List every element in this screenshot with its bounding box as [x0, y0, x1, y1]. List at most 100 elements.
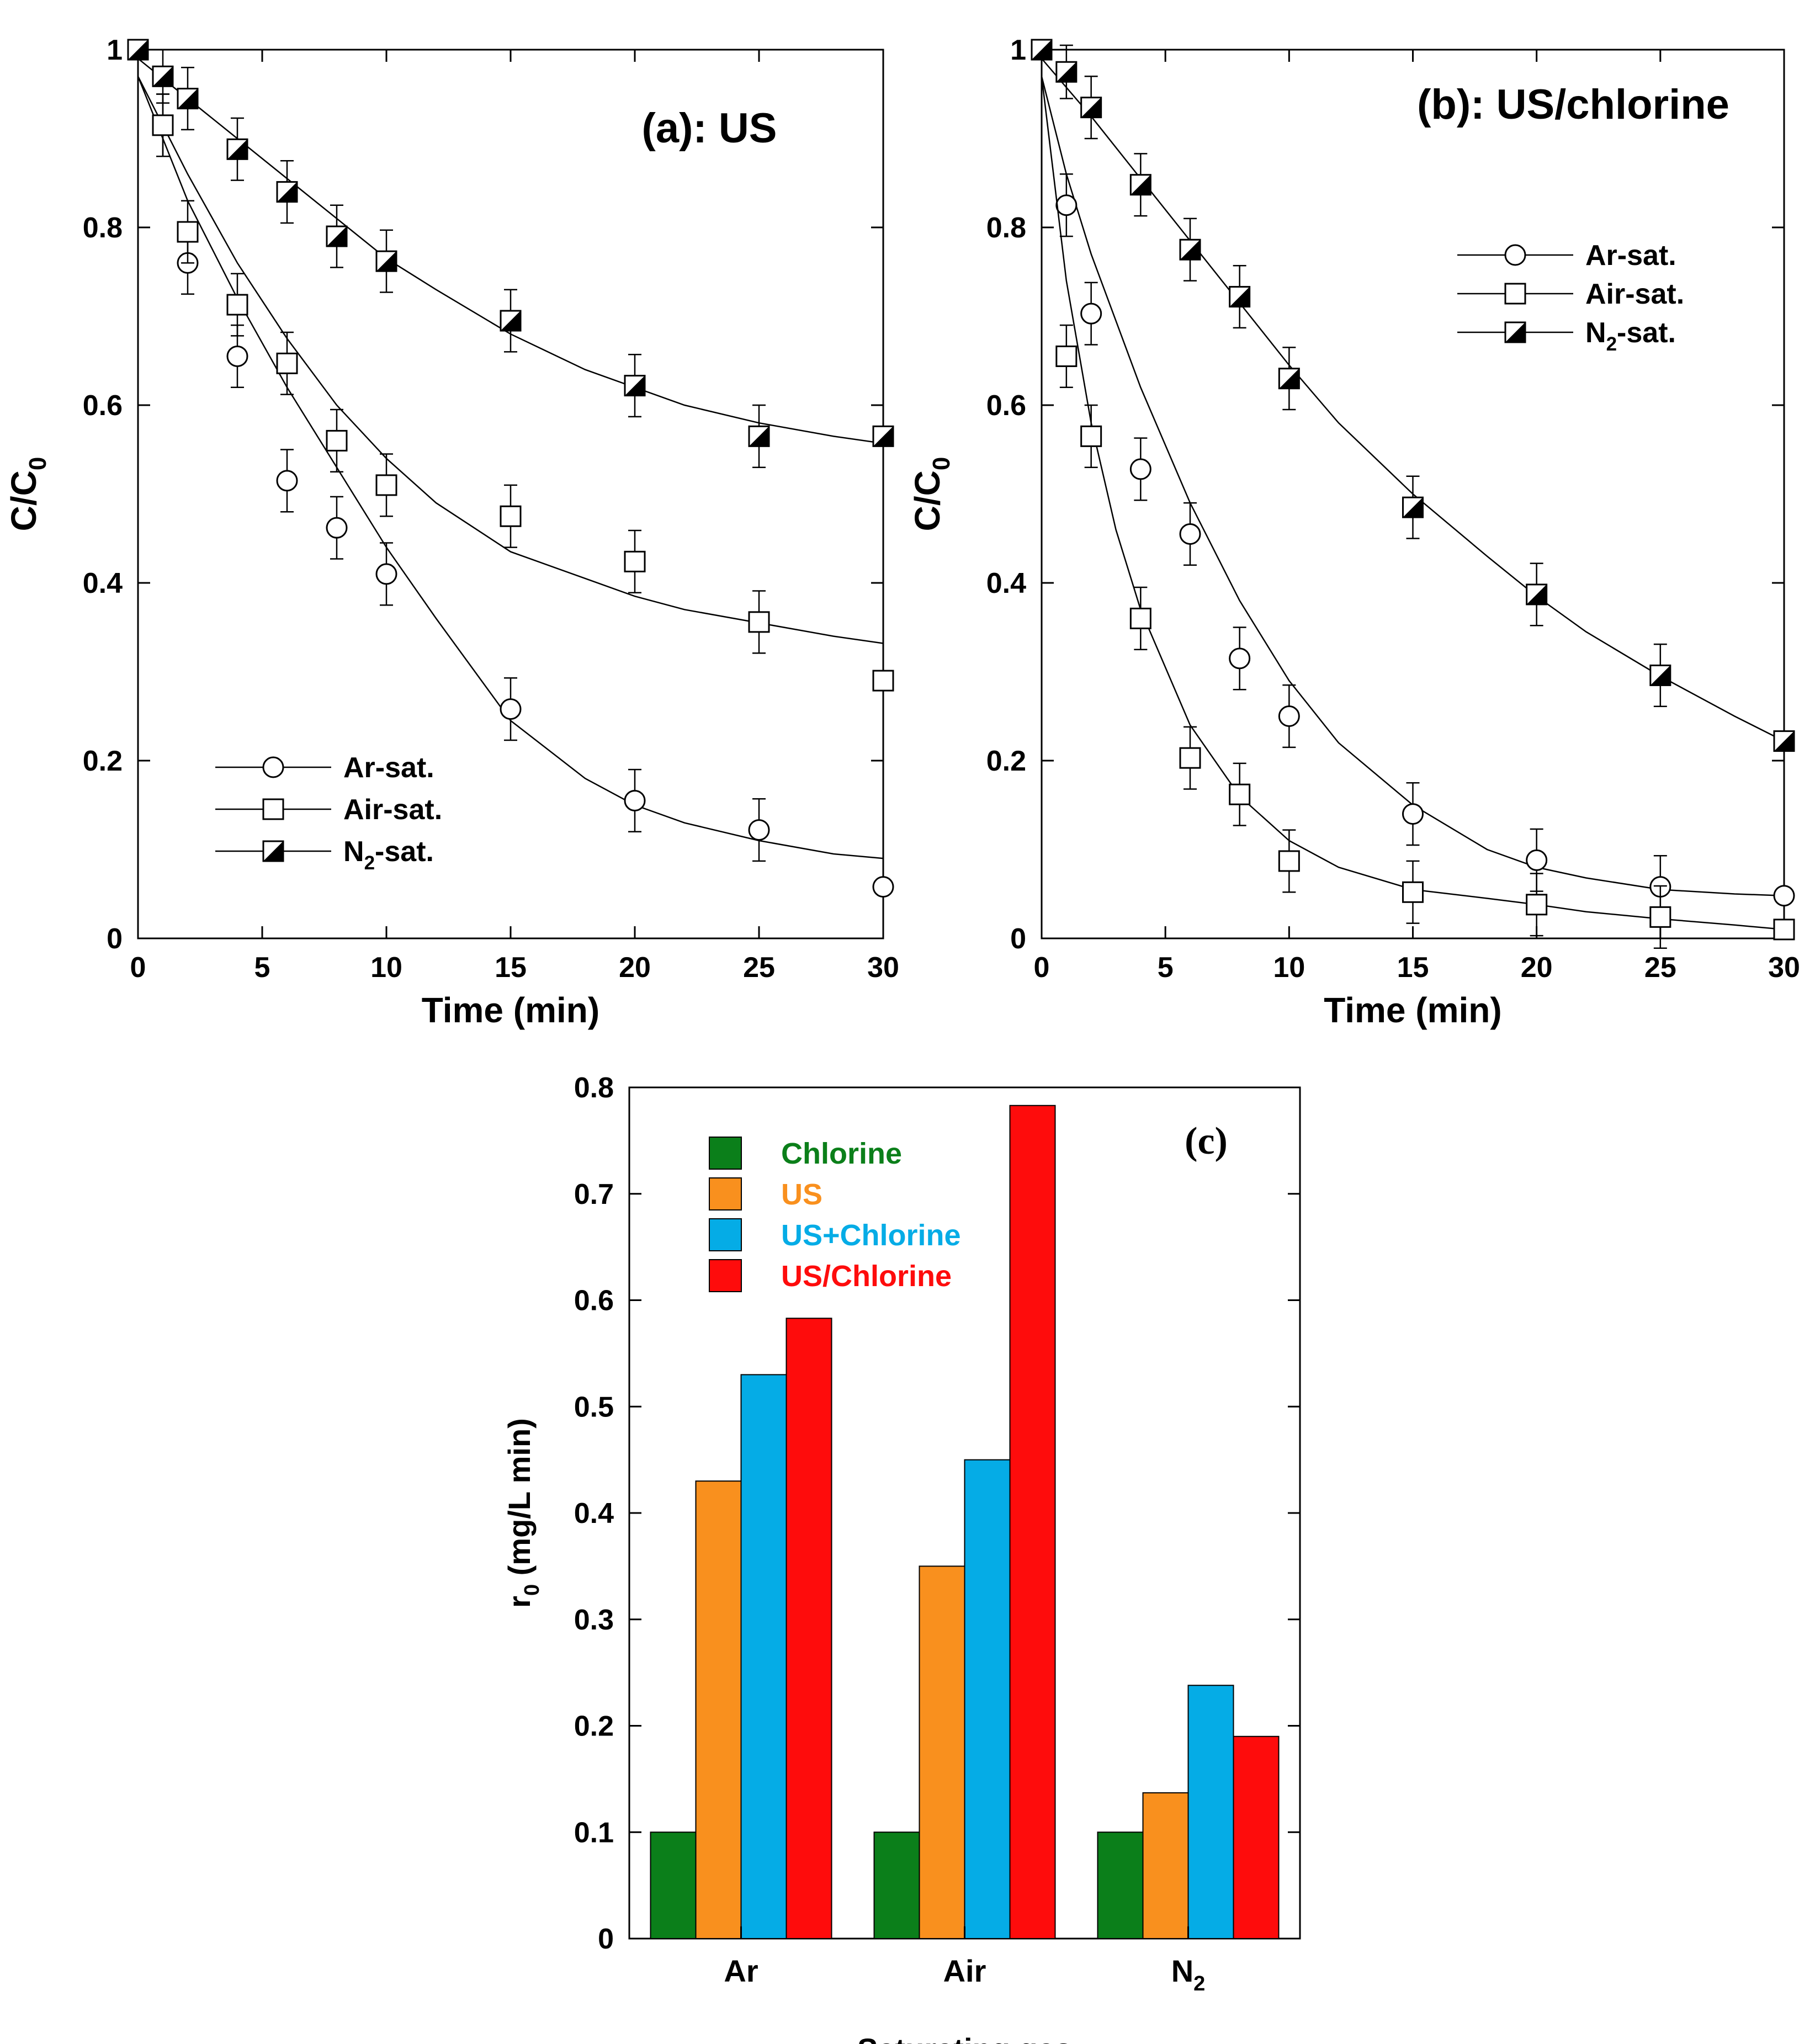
data-point-fill [128, 40, 148, 60]
legend-swatch [709, 1177, 742, 1211]
data-point-fill [1774, 731, 1794, 751]
data-point [177, 221, 199, 243]
legend-label-sub: 2 [364, 852, 375, 874]
y-tick-label: 0.6 [986, 390, 1026, 422]
y-axis-label: C/C0 [908, 457, 955, 532]
x-tick-label: Ar [724, 1953, 758, 1988]
legend-marker [262, 756, 284, 778]
data-point-fill [178, 88, 198, 109]
bar-us-chlorine [740, 1374, 787, 1940]
bar-chlorine [1097, 1831, 1144, 1939]
x-tick-label: 15 [495, 952, 527, 984]
legend-label-rest: -sat. [375, 836, 434, 868]
data-point [1526, 894, 1548, 916]
panel-title: (c) [1185, 1120, 1228, 1162]
data-point-fill [153, 66, 173, 87]
data-point [1773, 919, 1795, 941]
bar-chlorine [873, 1831, 920, 1939]
x-axis-label: Time (min) [1324, 990, 1501, 1030]
y-axis-label-group: C/C0 [4, 457, 51, 532]
legend-label: Ar-sat. [1585, 240, 1676, 272]
y-tick-label: 0.3 [574, 1604, 614, 1636]
y-tick-label: 0.5 [574, 1391, 614, 1423]
data-point [1055, 61, 1078, 83]
legend-label-main: Air-sat. [343, 794, 442, 826]
x-tick-label-main: Air [943, 1953, 986, 1988]
bar-us [1142, 1792, 1189, 1940]
y-tick-label: 0 [1010, 923, 1026, 955]
x-axis-label: Time (min) [422, 990, 599, 1030]
data-point [1229, 783, 1251, 805]
data-point-fill [1131, 174, 1151, 195]
x-tick-label-sub: 2 [1193, 1972, 1205, 1995]
y-axis-label-rest: (mg/L min) [502, 1418, 537, 1584]
legend: Chlorine US US+Chlorine US/Chlorine [709, 1137, 961, 1293]
series-half-square [1031, 39, 1795, 752]
legend-label: N2-sat. [343, 836, 434, 874]
x-tick-label: 30 [867, 952, 899, 984]
data-point-fill [625, 375, 645, 396]
y-tick-label: 1 [107, 34, 123, 66]
data-point [1402, 881, 1424, 903]
y-tick-label: 0.6 [83, 390, 123, 422]
x-tick-label: Air [943, 1953, 986, 1988]
data-point [1080, 302, 1102, 325]
legend-label: Air-sat. [343, 794, 442, 826]
data-point [326, 517, 348, 539]
legend-label-main: N [343, 836, 364, 868]
legend-label-main: N [1585, 317, 1606, 349]
data-point-fill [873, 426, 893, 447]
data-point [1055, 194, 1078, 216]
data-point [1278, 705, 1300, 727]
y-tick-label: 0.8 [83, 212, 123, 244]
data-point [1055, 345, 1078, 367]
data-point-fill [1526, 584, 1547, 604]
fit-curve [1041, 76, 1785, 931]
data-point-fill [1056, 62, 1076, 82]
legend: Ar-sat. Air-sat. N2-sat. [215, 752, 442, 874]
data-point [276, 352, 298, 374]
data-point [1526, 583, 1548, 606]
y-tick-label: 0.2 [83, 745, 123, 777]
data-point [748, 611, 770, 633]
legend-marker-fill [1505, 322, 1525, 342]
data-point [1278, 850, 1300, 872]
y-axis-label-group: C/C0 [908, 457, 955, 532]
data-point [226, 345, 248, 367]
data-point-fill [1403, 497, 1423, 518]
data-point [748, 819, 770, 841]
panel-title: (b): US/chlorine [1417, 81, 1729, 128]
x-tick-label: 20 [619, 952, 651, 984]
x-tick-label: 15 [1397, 952, 1429, 984]
data-point [1080, 425, 1102, 447]
data-point [624, 789, 646, 811]
y-tick-label: 0.7 [574, 1178, 614, 1211]
data-point [1402, 496, 1424, 518]
y-tick-label: 0 [598, 1923, 614, 1955]
legend: Ar-sat. Air-sat. N2-sat. [1457, 240, 1684, 355]
data-point [872, 670, 894, 692]
data-point [748, 425, 770, 447]
x-tick-label: 5 [1158, 952, 1174, 984]
bar-chlorine [650, 1831, 697, 1939]
data-point [276, 470, 298, 492]
legend-label: US [781, 1178, 822, 1211]
data-point [326, 225, 348, 247]
panel-title: (a): US [642, 105, 777, 152]
legend-marker [1504, 283, 1526, 305]
y-axis-label-sub: 0 [24, 457, 51, 470]
bar-us-chlorine [1009, 1105, 1056, 1939]
y-axis-label: r0 (mg/L min) [502, 1418, 544, 1608]
data-point [152, 114, 174, 136]
legend-swatch [709, 1137, 742, 1170]
legend-marker [262, 798, 284, 820]
data-point [624, 550, 646, 572]
data-point-fill [1032, 40, 1052, 60]
data-point [226, 138, 248, 160]
y-tick-label: 0.6 [574, 1285, 614, 1317]
data-point-fill [1081, 97, 1101, 118]
data-point-fill [749, 426, 769, 447]
y-tick-label: 0.4 [986, 567, 1026, 599]
legend-marker-fill [263, 841, 283, 861]
